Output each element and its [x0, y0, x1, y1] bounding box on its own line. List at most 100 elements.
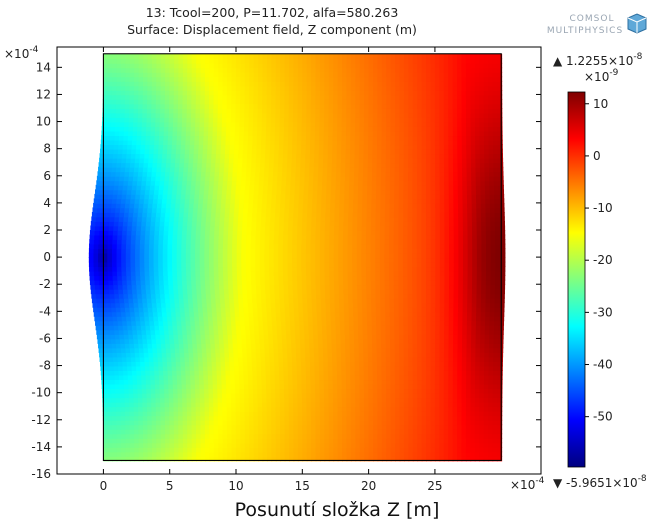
heatmap-cell — [358, 333, 364, 340]
heatmap-cell — [306, 220, 313, 227]
heatmap-cell — [377, 388, 383, 394]
heatmap-cell — [233, 220, 239, 227]
heatmap-cell — [249, 446, 255, 453]
heatmap-cell — [474, 410, 481, 417]
heatmap-cell — [120, 401, 126, 408]
heatmap-cell — [328, 451, 335, 457]
heatmap-cell — [102, 342, 108, 349]
heatmap-cell — [346, 388, 352, 394]
heatmap-cell — [376, 365, 383, 371]
heatmap-cell — [490, 284, 496, 290]
heatmap-cell — [245, 248, 252, 254]
heatmap-cell — [242, 284, 248, 290]
heatmap-cell — [395, 451, 401, 457]
heatmap-cell — [262, 320, 269, 326]
heatmap-cell — [394, 333, 400, 340]
heatmap-cell — [240, 446, 246, 453]
heatmap-cell — [107, 257, 113, 263]
heatmap-cell — [118, 329, 125, 335]
heatmap-cell — [297, 401, 303, 408]
heatmap-cell — [260, 275, 266, 281]
heatmap-cell — [130, 266, 137, 272]
heatmap-cell — [120, 424, 127, 430]
heatmap-cell — [490, 288, 496, 295]
heatmap-cell — [287, 248, 293, 254]
heatmap-cell — [136, 225, 142, 231]
heatmap-cell — [421, 293, 427, 299]
heatmap-cell — [204, 406, 210, 412]
heatmap-cell — [288, 383, 294, 390]
heatmap-cell — [333, 261, 340, 268]
heatmap-cell — [302, 288, 308, 295]
heatmap-cell — [338, 230, 345, 236]
heatmap-cell — [232, 234, 238, 240]
heatmap-cell — [329, 270, 335, 277]
heatmap-cell — [191, 442, 198, 448]
heatmap-cell — [135, 270, 141, 277]
heatmap-cell — [271, 315, 278, 322]
heatmap-cell — [476, 279, 483, 286]
heatmap-cell — [426, 302, 432, 308]
heatmap-cell — [475, 365, 481, 371]
heatmap-cell — [144, 243, 150, 249]
heatmap-cell — [470, 451, 476, 457]
heatmap-cell — [494, 288, 501, 295]
heatmap-cell — [278, 361, 285, 367]
heatmap-cell — [181, 239, 188, 245]
heatmap-cell — [129, 424, 135, 430]
heatmap-cell — [319, 379, 325, 385]
heatmap-cell — [467, 216, 473, 222]
heatmap-cell — [319, 261, 326, 268]
heatmap-cell — [236, 266, 243, 272]
heatmap-cell — [430, 329, 436, 335]
heatmap-cell — [131, 279, 137, 286]
heatmap-cell — [238, 361, 244, 367]
heatmap-cell — [361, 288, 368, 295]
heatmap-cell — [280, 451, 286, 457]
heatmap-cell — [324, 433, 330, 439]
heatmap-cell — [412, 406, 419, 412]
heatmap-cell — [408, 455, 414, 462]
heatmap-cell — [230, 315, 237, 322]
heatmap-cell — [169, 451, 175, 457]
heatmap-cell — [153, 270, 160, 277]
heatmap-cell — [426, 383, 432, 390]
heatmap-cell — [241, 239, 248, 245]
heatmap-cell — [130, 243, 137, 249]
heatmap-cell — [287, 279, 294, 286]
heatmap-cell — [216, 361, 222, 367]
heatmap-cell — [329, 288, 336, 295]
heatmap-cell — [196, 446, 202, 453]
heatmap-cell — [368, 392, 374, 399]
heatmap-cell — [265, 297, 272, 304]
heatmap-cell — [352, 284, 358, 290]
heatmap-cell — [287, 352, 293, 358]
heatmap-cell — [399, 433, 405, 439]
heatmap-cell — [158, 261, 164, 268]
heatmap-cell — [342, 433, 348, 439]
heatmap-cell — [274, 374, 281, 381]
heatmap-cell — [341, 356, 347, 362]
heatmap-cell — [293, 419, 299, 426]
heatmap-cell — [439, 306, 446, 313]
heatmap-cell — [205, 279, 211, 286]
heatmap-cell — [262, 446, 268, 453]
heatmap-cell — [213, 433, 220, 439]
heatmap-cell — [232, 239, 238, 245]
heatmap-cell — [189, 365, 195, 371]
heatmap-cell — [483, 406, 489, 412]
heatmap-cell — [439, 361, 445, 367]
heatmap-cell — [467, 225, 473, 231]
heatmap-cell — [317, 315, 323, 322]
heatmap-cell — [311, 442, 317, 448]
heatmap-cell — [355, 388, 361, 394]
heatmap-cell — [337, 446, 343, 453]
heatmap-cell — [283, 374, 289, 381]
heatmap-cell — [390, 406, 396, 412]
heatmap-cell — [483, 442, 489, 448]
heatmap-cell — [443, 455, 450, 462]
heatmap-cell — [117, 315, 123, 322]
heatmap-cell — [258, 455, 264, 462]
heatmap-cell — [122, 220, 129, 227]
heatmap-cell — [132, 293, 139, 299]
